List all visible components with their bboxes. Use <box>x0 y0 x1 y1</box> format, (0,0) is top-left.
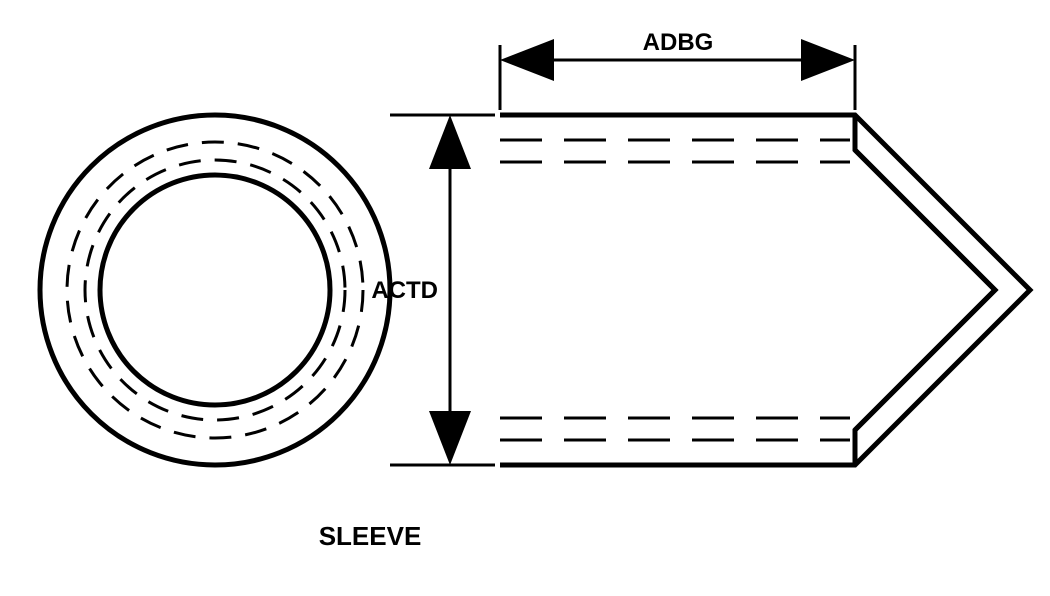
side-view <box>500 115 1030 465</box>
sleeve-diagram: ADBG ACTD SLEEVE <box>0 0 1050 596</box>
dimension-actd: ACTD <box>371 115 495 465</box>
diagram-title: SLEEVE <box>319 521 422 551</box>
dimension-adbg: ADBG <box>500 29 855 110</box>
front-view <box>40 115 390 465</box>
label-adbg: ADBG <box>643 29 714 56</box>
label-actd: ACTD <box>371 277 438 304</box>
